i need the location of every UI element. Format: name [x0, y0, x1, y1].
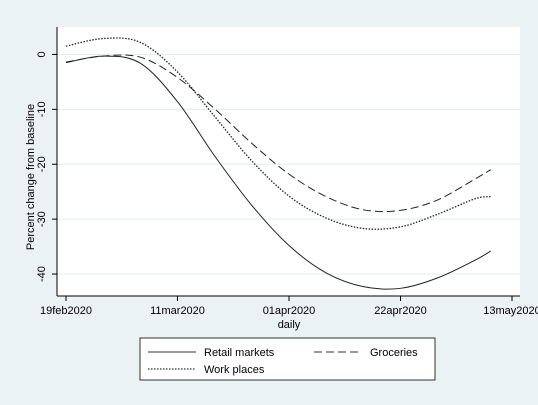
y-tick-label: -20	[36, 156, 48, 172]
axes: 0 -10 -20 -30 -40 19feb2020 11mar2020 01apr2020…	[36, 27, 538, 317]
x-tick-label: 22apr2020	[374, 305, 427, 317]
series-line-groceries	[65, 54, 492, 213]
y-tick-label: -30	[36, 211, 48, 227]
x-tick-label: 11mar2020	[150, 305, 205, 317]
series-lines	[65, 37, 492, 290]
legend: Retail markets Groceries Work places	[139, 337, 436, 381]
x-axis-title: daily	[278, 319, 301, 331]
y-tick-label: 0	[36, 51, 48, 57]
y-axis-title: Percent change from baseline	[25, 104, 37, 250]
legend-label-groceries: Groceries	[370, 347, 418, 359]
legend-label-work-places: Work places	[204, 364, 265, 376]
y-tick-label: -10	[36, 101, 48, 117]
series-line-retail-markets	[65, 55, 492, 290]
x-tick-label: 19feb2020	[40, 305, 92, 317]
series-line-work-places	[65, 37, 491, 230]
x-tick-label: 01apr2020	[263, 305, 316, 317]
gridlines	[57, 53, 520, 275]
x-tick-label: 13may2020	[483, 305, 538, 317]
legend-box	[139, 337, 436, 381]
legend-label-retail-markets: Retail markets	[204, 347, 275, 359]
y-tick-label: -40	[36, 266, 48, 282]
plot-area	[57, 27, 520, 296]
